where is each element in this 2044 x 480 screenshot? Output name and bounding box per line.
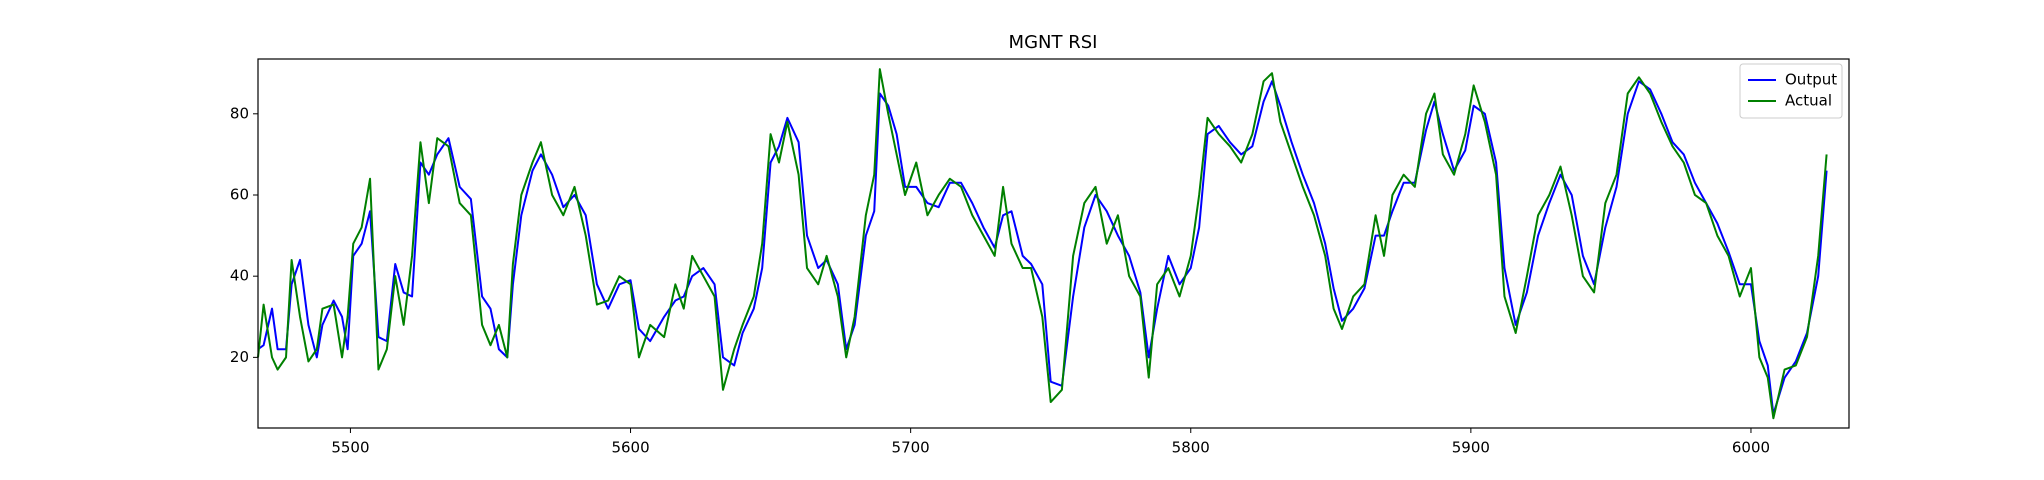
legend: Output Actual	[1739, 63, 1843, 119]
plot-frame	[257, 58, 1850, 429]
x-tick-label: 5500	[331, 439, 369, 457]
chart-title: MGNT RSI	[1009, 32, 1098, 53]
y-tick-label: 20	[230, 348, 249, 366]
x-tick-label: 6000	[1732, 439, 1770, 457]
legend-label: Actual	[1785, 92, 1832, 110]
series-line	[257, 80, 1828, 416]
y-tick-label: 80	[230, 104, 249, 122]
series-line	[257, 68, 1828, 420]
x-tick-label: 5600	[611, 439, 649, 457]
legend-label: Output	[1785, 71, 1837, 89]
y-tick-label: 60	[230, 185, 249, 203]
x-tick-label: 5800	[1172, 439, 1210, 457]
y-tick-label: 40	[230, 267, 249, 285]
legend-box	[1739, 63, 1843, 119]
x-tick-label: 5900	[1452, 439, 1490, 457]
x-tick-label: 5700	[892, 439, 930, 457]
